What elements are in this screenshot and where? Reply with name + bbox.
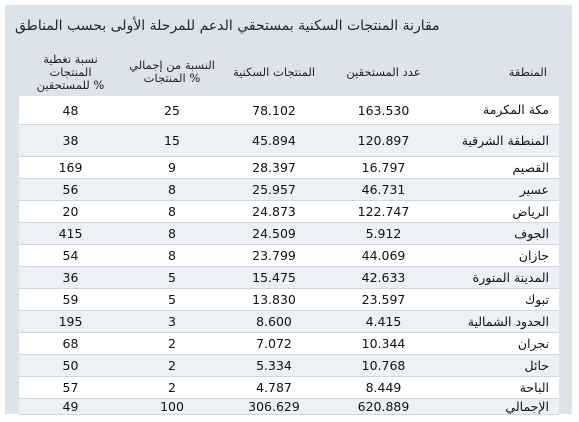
cell-share: 9 — [122, 157, 222, 179]
cell-region: الرياض — [441, 201, 559, 223]
cell-coverage: 38 — [19, 125, 122, 157]
cell-coverage: 20 — [19, 201, 122, 223]
table-frame: مقارنة المنتجات السكنية بمستحقي الدعم لل… — [5, 5, 572, 415]
cell-coverage: 195 — [19, 311, 122, 333]
cell-region: مكة المكرمة — [441, 96, 559, 125]
cell-products: 28.397 — [222, 157, 326, 179]
cell-region: الجوف — [441, 223, 559, 245]
cell-region: نجران — [441, 333, 559, 355]
cell-share: 8 — [122, 201, 222, 223]
cell-products: 8.600 — [222, 311, 326, 333]
cell-region: المدينة المنورة — [441, 267, 559, 289]
cell-share: 2 — [122, 377, 222, 399]
cell-share: 2 — [122, 333, 222, 355]
cell-region: الباحة — [441, 377, 559, 399]
cell-share: 8 — [122, 223, 222, 245]
cell-share: 5 — [122, 289, 222, 311]
cell-beneficiaries: 10.344 — [326, 333, 441, 355]
cell-share: 100 — [122, 399, 222, 415]
cell-beneficiaries: 8.449 — [326, 377, 441, 399]
cell-beneficiaries: 620.889 — [326, 399, 441, 415]
cell-beneficiaries: 4.415 — [326, 311, 441, 333]
cell-region: حائل — [441, 355, 559, 377]
cell-products: 306.629 — [222, 399, 326, 415]
header-share: النسبة من إجمالي المنتجات % — [122, 48, 222, 96]
cell-share: 8 — [122, 245, 222, 267]
cell-beneficiaries: 44.069 — [326, 245, 441, 267]
cell-coverage: 415 — [19, 223, 122, 245]
cell-beneficiaries: 122.747 — [326, 201, 441, 223]
cell-share: 2 — [122, 355, 222, 377]
cell-coverage: 56 — [19, 179, 122, 201]
cell-beneficiaries: 120.897 — [326, 125, 441, 157]
cell-coverage: 169 — [19, 157, 122, 179]
header-products: المنتجات السكنية — [222, 48, 326, 96]
cell-products: 15.475 — [222, 267, 326, 289]
table-title: مقارنة المنتجات السكنية بمستحقي الدعم لل… — [15, 18, 440, 34]
cell-share: 5 — [122, 267, 222, 289]
cell-products: 23.799 — [222, 245, 326, 267]
cell-region: المنطقة الشرقية — [441, 125, 559, 157]
cell-products: 78.102 — [222, 96, 326, 125]
cell-region: عسير — [441, 179, 559, 201]
cell-beneficiaries: 5.912 — [326, 223, 441, 245]
cell-coverage: 36 — [19, 267, 122, 289]
cell-coverage: 68 — [19, 333, 122, 355]
cell-products: 24.873 — [222, 201, 326, 223]
cell-coverage: 50 — [19, 355, 122, 377]
cell-coverage: 48 — [19, 96, 122, 125]
cell-share: 3 — [122, 311, 222, 333]
cell-products: 4.787 — [222, 377, 326, 399]
cell-coverage: 59 — [19, 289, 122, 311]
cell-beneficiaries: 163.530 — [326, 96, 441, 125]
cell-region: الإجمالي — [441, 399, 559, 415]
cell-region: القصيم — [441, 157, 559, 179]
cell-share: 25 — [122, 96, 222, 125]
cell-coverage: 54 — [19, 245, 122, 267]
header-beneficiaries: عدد المستحقين — [326, 48, 441, 96]
cell-share: 8 — [122, 179, 222, 201]
cell-beneficiaries: 46.731 — [326, 179, 441, 201]
cell-products: 25.957 — [222, 179, 326, 201]
cell-region: الحدود الشمالية — [441, 311, 559, 333]
comparison-table: نسبة تغطية المنتجات للمستحقين % النسبة م… — [19, 48, 559, 415]
cell-beneficiaries: 16.797 — [326, 157, 441, 179]
cell-products: 45.894 — [222, 125, 326, 157]
cell-coverage: 57 — [19, 377, 122, 399]
cell-share: 15 — [122, 125, 222, 157]
cell-region: تبوك — [441, 289, 559, 311]
header-region: المنطقة — [441, 48, 559, 96]
cell-beneficiaries: 42.633 — [326, 267, 441, 289]
cell-coverage: 49 — [19, 399, 122, 415]
cell-products: 13.830 — [222, 289, 326, 311]
cell-products: 7.072 — [222, 333, 326, 355]
cell-beneficiaries: 23.597 — [326, 289, 441, 311]
cell-beneficiaries: 10.768 — [326, 355, 441, 377]
cell-products: 5.334 — [222, 355, 326, 377]
cell-region: جازان — [441, 245, 559, 267]
cell-products: 24.509 — [222, 223, 326, 245]
header-coverage: نسبة تغطية المنتجات للمستحقين % — [19, 48, 122, 96]
